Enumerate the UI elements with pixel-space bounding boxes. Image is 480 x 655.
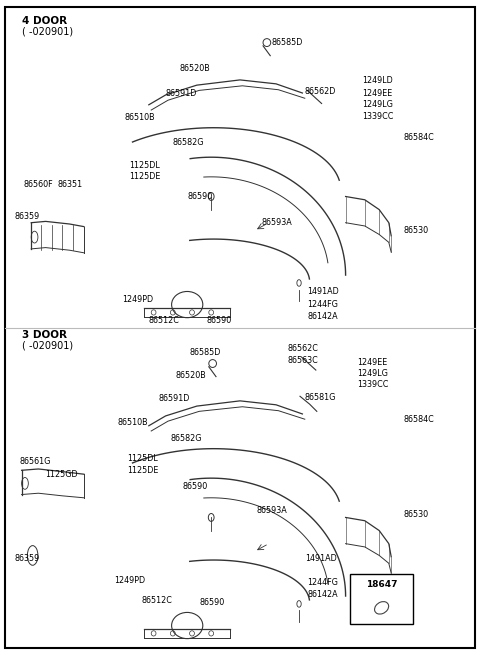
Text: 86590: 86590 [182, 481, 208, 491]
Text: 1339CC: 1339CC [362, 112, 394, 121]
Text: 1249LG: 1249LG [362, 100, 393, 109]
Text: 86590: 86590 [199, 598, 225, 607]
Text: 1125GD: 1125GD [46, 470, 78, 479]
Text: 1125DL: 1125DL [127, 454, 158, 463]
Text: 86512C: 86512C [149, 316, 180, 326]
Text: 86590: 86590 [187, 192, 213, 201]
Text: 86584C: 86584C [403, 133, 434, 142]
Text: 86593A: 86593A [262, 218, 292, 227]
Text: 86359: 86359 [14, 553, 40, 563]
Text: 86582G: 86582G [170, 434, 202, 443]
Text: 1125DE: 1125DE [130, 172, 161, 181]
Text: 86530: 86530 [403, 226, 428, 235]
Text: 86590: 86590 [206, 316, 232, 326]
Text: 86520B: 86520B [175, 371, 206, 380]
Text: 86530: 86530 [403, 510, 428, 519]
Text: 1125DL: 1125DL [130, 160, 160, 170]
Text: 86591D: 86591D [166, 88, 197, 98]
Text: 86585D: 86585D [271, 38, 302, 47]
Text: ( -020901): ( -020901) [22, 341, 73, 351]
Text: 86563C: 86563C [288, 356, 319, 365]
Text: 1125DE: 1125DE [127, 466, 158, 475]
Text: 86510B: 86510B [118, 418, 148, 427]
Text: 86351: 86351 [58, 180, 83, 189]
Text: 86142A: 86142A [307, 590, 338, 599]
Text: 86582G: 86582G [173, 138, 204, 147]
Text: ( -020901): ( -020901) [22, 26, 73, 37]
Text: 86581G: 86581G [305, 393, 336, 402]
Text: 86512C: 86512C [142, 596, 172, 605]
Text: 18647: 18647 [366, 580, 397, 589]
Text: 3 DOOR: 3 DOOR [22, 330, 67, 341]
Text: 86591D: 86591D [158, 394, 190, 403]
Text: 86562D: 86562D [305, 87, 336, 96]
Text: 4 DOOR: 4 DOOR [22, 16, 67, 26]
Text: 86585D: 86585D [190, 348, 221, 357]
Text: 86520B: 86520B [180, 64, 211, 73]
Text: 86510B: 86510B [125, 113, 156, 122]
Text: 86561G: 86561G [19, 457, 50, 466]
Text: 86584C: 86584C [403, 415, 434, 424]
Text: 86142A: 86142A [307, 312, 338, 321]
Text: 1249PD: 1249PD [122, 295, 154, 304]
Text: 1249EE: 1249EE [362, 88, 393, 98]
Text: 1244FG: 1244FG [307, 300, 338, 309]
Text: 1339CC: 1339CC [358, 380, 389, 389]
Text: 1249LD: 1249LD [362, 76, 393, 85]
Text: 86560F: 86560F [24, 180, 54, 189]
Text: 1244FG: 1244FG [307, 578, 338, 588]
Text: 86562C: 86562C [288, 344, 319, 353]
Text: 86593A: 86593A [257, 506, 288, 515]
Text: 1249PD: 1249PD [114, 576, 145, 586]
Text: 1249LG: 1249LG [358, 369, 388, 378]
Text: 1491AD: 1491AD [305, 553, 336, 563]
Text: 86359: 86359 [14, 212, 40, 221]
Text: 1249EE: 1249EE [358, 358, 388, 367]
Text: 1491AD: 1491AD [307, 287, 339, 296]
Bar [350, 574, 413, 624]
